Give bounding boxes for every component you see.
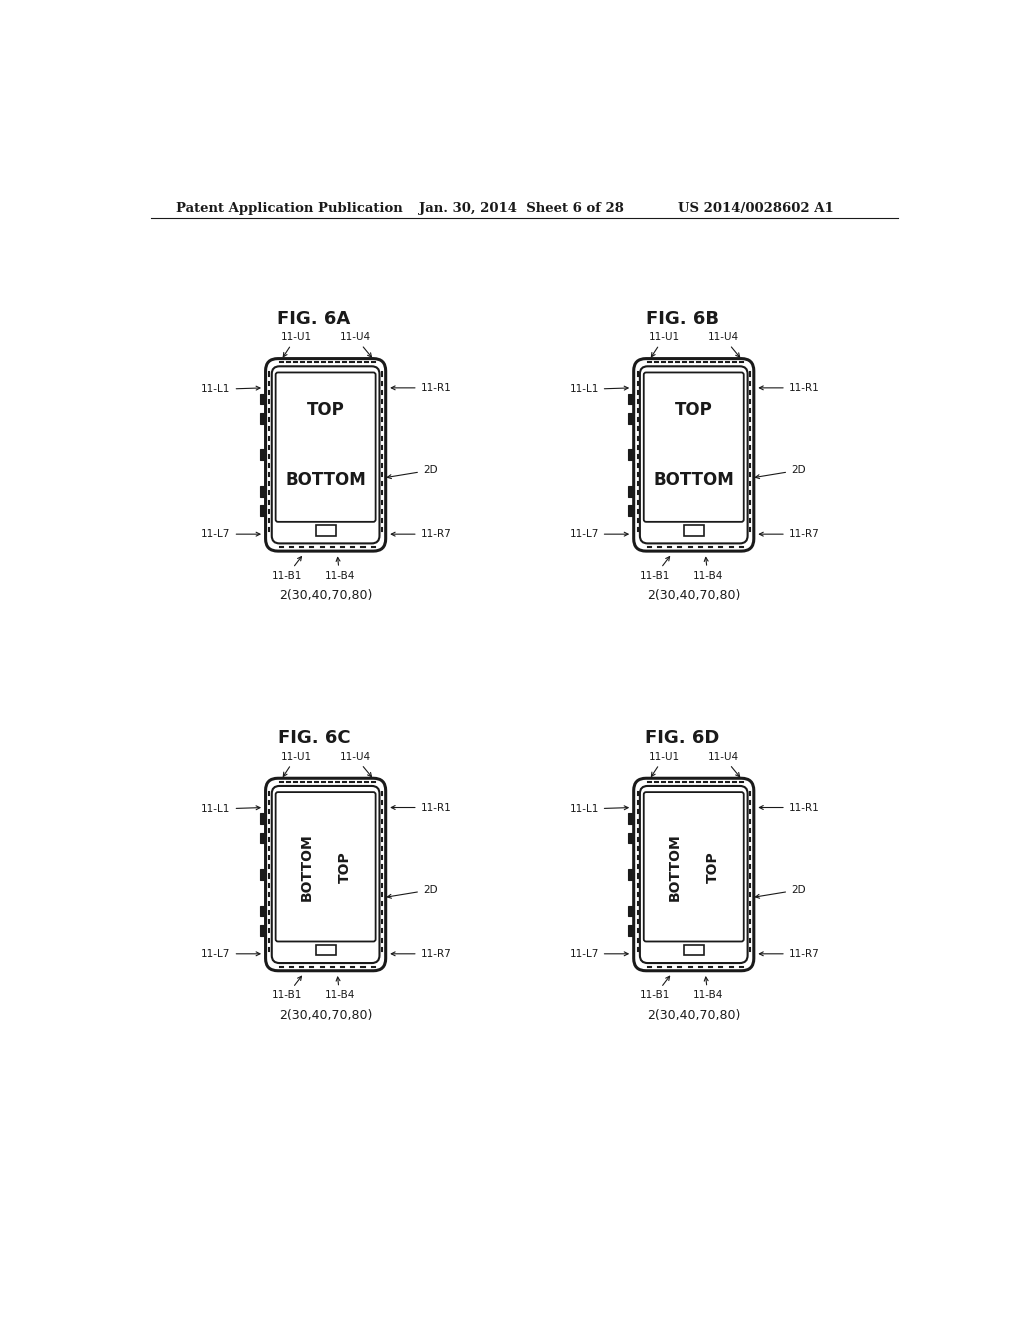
Bar [260,449,265,461]
FancyBboxPatch shape [644,372,743,521]
Text: 11-U4: 11-U4 [708,333,739,356]
FancyBboxPatch shape [271,367,380,544]
Text: 11-R7: 11-R7 [391,529,452,539]
Text: 2D: 2D [756,884,806,898]
Text: 11-B4: 11-B4 [325,977,354,1001]
Bar [260,906,265,916]
Text: 11-R1: 11-R1 [391,383,452,393]
Text: 11-B1: 11-B1 [271,977,302,1001]
Bar [629,393,633,404]
Text: 11-B1: 11-B1 [640,557,670,581]
Text: TOP: TOP [307,401,344,418]
Text: 2D: 2D [756,465,806,479]
Text: 11-B4: 11-B4 [692,557,723,581]
Bar [684,945,703,956]
FancyBboxPatch shape [640,785,748,964]
FancyBboxPatch shape [644,792,743,941]
Text: 11-L1: 11-L1 [569,804,628,814]
Bar [260,506,265,516]
Bar [629,869,633,880]
Text: FIG. 6D: FIG. 6D [645,729,719,747]
Text: 11-L7: 11-L7 [569,949,628,958]
Text: 2(30,40,70,80): 2(30,40,70,80) [647,1008,740,1022]
FancyBboxPatch shape [275,792,376,941]
FancyBboxPatch shape [634,359,754,552]
Text: TOP: TOP [706,851,720,883]
Text: US 2014/0028602 A1: US 2014/0028602 A1 [678,202,834,215]
Text: FIG. 6B: FIG. 6B [645,310,719,327]
Text: 11-L1: 11-L1 [202,804,260,814]
Text: 11-R7: 11-R7 [760,529,819,539]
Text: FIG. 6A: FIG. 6A [278,310,350,327]
Text: 11-U1: 11-U1 [649,751,680,776]
Bar [629,486,633,496]
Text: 11-B1: 11-B1 [640,977,670,1001]
Bar [260,869,265,880]
FancyBboxPatch shape [271,785,380,964]
Text: BOTTOM: BOTTOM [653,471,734,488]
Text: FIG. 6C: FIG. 6C [278,729,350,747]
Text: 11-U4: 11-U4 [340,333,372,356]
Bar [260,486,265,496]
Bar [629,449,633,461]
Bar [629,925,633,936]
Text: 11-L7: 11-L7 [202,949,260,958]
FancyBboxPatch shape [640,367,748,544]
FancyBboxPatch shape [265,359,386,552]
Text: 11-R1: 11-R1 [760,803,819,813]
Text: 11-R7: 11-R7 [391,949,452,958]
Text: 11-B4: 11-B4 [692,977,723,1001]
Text: 11-L7: 11-L7 [202,529,260,539]
Bar [315,525,336,536]
Text: 11-R1: 11-R1 [391,803,452,813]
Bar [260,413,265,424]
Text: 2(30,40,70,80): 2(30,40,70,80) [647,589,740,602]
Bar [260,833,265,843]
Text: 11-U4: 11-U4 [708,751,739,776]
Text: 11-L7: 11-L7 [569,529,628,539]
FancyBboxPatch shape [634,779,754,970]
Text: 2D: 2D [387,465,437,479]
Text: 11-R7: 11-R7 [760,949,819,958]
Bar [629,833,633,843]
Bar [629,413,633,424]
Text: BOTTOM: BOTTOM [299,833,313,900]
Bar [315,945,336,956]
Bar [260,925,265,936]
Text: 2(30,40,70,80): 2(30,40,70,80) [279,1008,373,1022]
Text: Patent Application Publication: Patent Application Publication [176,202,402,215]
Text: 11-B4: 11-B4 [325,557,354,581]
Text: TOP: TOP [338,851,352,883]
Text: BOTTOM: BOTTOM [286,471,366,488]
Text: 11-R1: 11-R1 [760,383,819,393]
Text: 11-U4: 11-U4 [340,751,372,776]
Bar [629,813,633,824]
Bar [260,813,265,824]
Text: 2D: 2D [387,884,437,898]
Text: 11-U1: 11-U1 [281,751,311,776]
Text: 11-U1: 11-U1 [281,333,311,356]
Bar [260,393,265,404]
Text: 11-L1: 11-L1 [202,384,260,395]
Text: 11-L1: 11-L1 [569,384,628,395]
Bar [629,506,633,516]
Text: Jan. 30, 2014  Sheet 6 of 28: Jan. 30, 2014 Sheet 6 of 28 [419,202,624,215]
Text: TOP: TOP [675,401,713,418]
Bar [629,906,633,916]
Bar [684,525,703,536]
Text: 11-B1: 11-B1 [271,557,302,581]
FancyBboxPatch shape [275,372,376,521]
Text: 2(30,40,70,80): 2(30,40,70,80) [279,589,373,602]
Text: BOTTOM: BOTTOM [668,833,682,900]
Text: 11-U1: 11-U1 [649,333,680,356]
FancyBboxPatch shape [265,779,386,970]
